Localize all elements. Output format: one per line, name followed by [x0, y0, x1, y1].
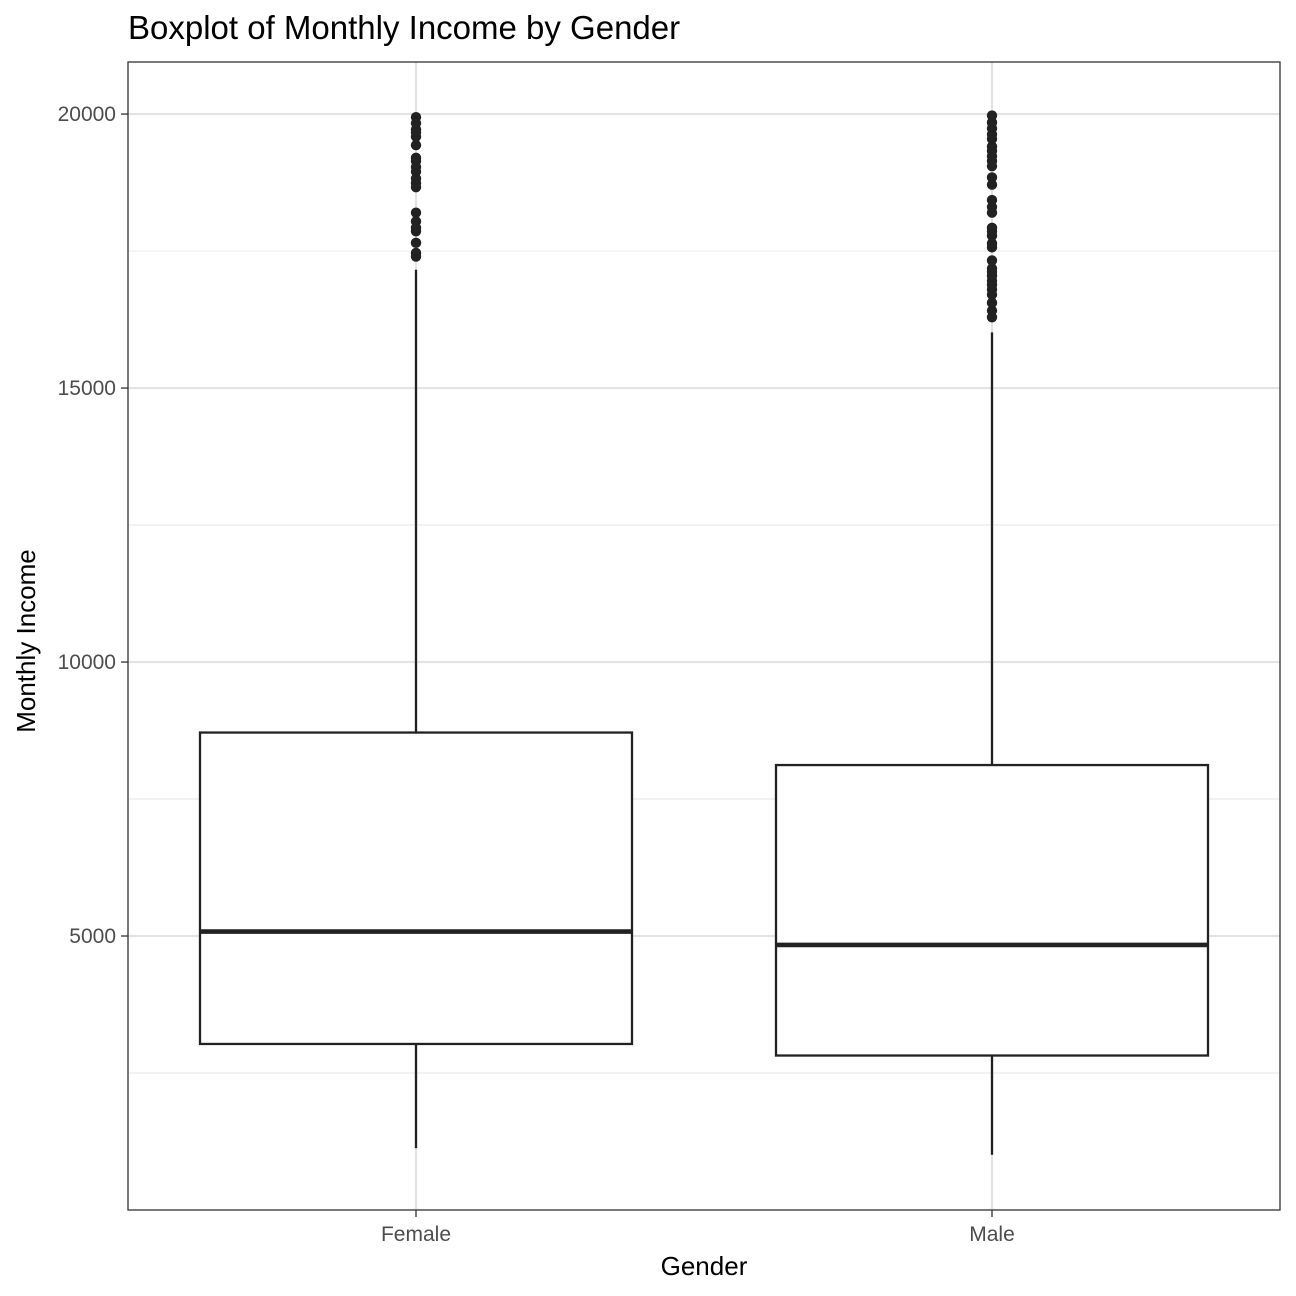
outlier-point [986, 179, 998, 190]
y-tick-label: 5000 [69, 925, 116, 948]
y-tick-label: 15000 [58, 377, 116, 400]
panel-border [127, 61, 1281, 1211]
outlier-point [986, 255, 998, 266]
x-tick-label: Female [381, 1223, 451, 1246]
outlier-point [986, 238, 998, 249]
x-tick-label: Male [969, 1223, 1015, 1246]
outlier-point [410, 216, 422, 227]
outlier-point [986, 194, 998, 206]
outlier-point [986, 172, 998, 183]
outlier-point [986, 141, 998, 152]
outlier-point [410, 140, 422, 151]
outlier-point [410, 237, 422, 249]
outlier-point [410, 207, 422, 218]
boxes [198, 110, 1210, 1155]
outlier-point [410, 247, 422, 259]
outlier-point [986, 305, 998, 316]
y-tick-label: 10000 [58, 651, 116, 674]
outlier-point [410, 152, 422, 163]
box-group-female [198, 111, 634, 1149]
iqr-box [198, 731, 634, 1046]
x-axis-title: Gender [661, 1251, 748, 1281]
outlier-point [410, 111, 422, 123]
y-axis-title: Monthly Income [11, 549, 41, 733]
axes: 5000 10000 15000 20000 Female Male [58, 103, 1015, 1246]
iqr-box [774, 763, 1210, 1057]
y-tick-label: 20000 [58, 103, 116, 126]
outlier-point [986, 222, 998, 234]
outlier-point [986, 297, 998, 309]
box-group-male [774, 110, 1210, 1155]
outlier-point [986, 110, 998, 121]
outlier-point [986, 263, 998, 274]
chart-title: Boxplot of Monthly Income by Gender [128, 9, 680, 46]
